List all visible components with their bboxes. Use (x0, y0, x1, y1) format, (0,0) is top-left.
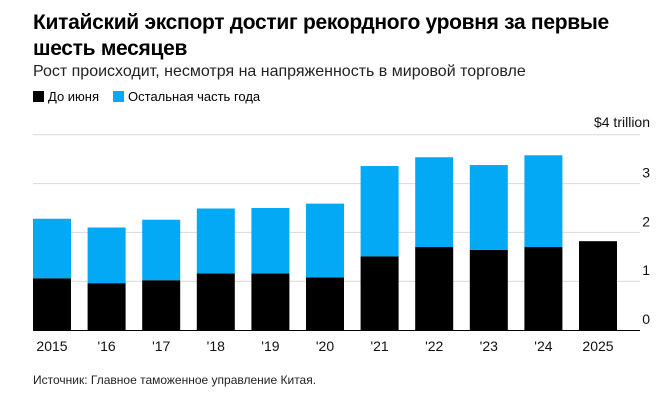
x-tick-label: '22 (425, 338, 443, 354)
x-tick-label: '21 (370, 338, 388, 354)
bar-rest-of-year (360, 166, 399, 257)
chart-title: Китайский экспорт достиг рекордного уров… (33, 11, 609, 60)
legend-swatch-first-half (33, 91, 44, 102)
y-tick-label: 0 (642, 311, 650, 327)
x-tick-label: '17 (152, 338, 170, 354)
bar-first-half (196, 273, 235, 330)
bar-rest-of-year (251, 208, 290, 274)
x-tick-label: '20 (316, 338, 334, 354)
x-tick-label: 2015 (36, 338, 67, 354)
x-tick-label: '16 (97, 338, 115, 354)
bar-first-half (415, 247, 454, 330)
x-tick-label: '23 (480, 338, 498, 354)
y-tick-label: 3 (642, 165, 650, 181)
bar-rest-of-year (33, 218, 71, 279)
bar-first-half (469, 249, 508, 330)
x-tick-label: '19 (261, 338, 279, 354)
bar-rest-of-year (306, 203, 344, 278)
x-tick-label: '24 (534, 338, 552, 354)
bar-first-half (87, 283, 126, 330)
bar-rest-of-year (469, 165, 508, 250)
legend-item-rest-of-year: Остальная часть года (113, 89, 260, 104)
bar-rest-of-year (142, 219, 181, 281)
y-tick-label: 2 (642, 213, 650, 229)
legend-item-first-half: До июня (33, 89, 99, 104)
bar-first-half (579, 241, 617, 330)
y-tick-label: $4 trillion (594, 114, 650, 130)
bar-first-half (306, 277, 344, 330)
legend-swatch-rest-of-year (113, 91, 125, 102)
bar-first-half (142, 280, 181, 330)
legend-label-rest-of-year: Остальная часть года (128, 89, 261, 104)
bar-first-half (360, 256, 399, 330)
bar-rest-of-year (524, 155, 563, 248)
x-tick-label: 2025 (582, 338, 613, 354)
bar-rest-of-year (415, 157, 454, 248)
bar-rest-of-year (196, 208, 235, 274)
legend: До июня Остальная часть года (33, 89, 274, 104)
chart-subtitle: Рост происходит, несмотря на напряженнос… (33, 63, 526, 80)
x-tick-label: '18 (207, 338, 225, 354)
bar-first-half (524, 247, 563, 330)
bar-first-half (33, 278, 71, 330)
legend-label-first-half: До июня (48, 89, 100, 104)
y-tick-label: 1 (642, 262, 650, 278)
source-note: Источник: Главное таможенное управление … (33, 373, 317, 387)
bar-first-half (251, 273, 290, 330)
bar-rest-of-year (87, 227, 126, 284)
